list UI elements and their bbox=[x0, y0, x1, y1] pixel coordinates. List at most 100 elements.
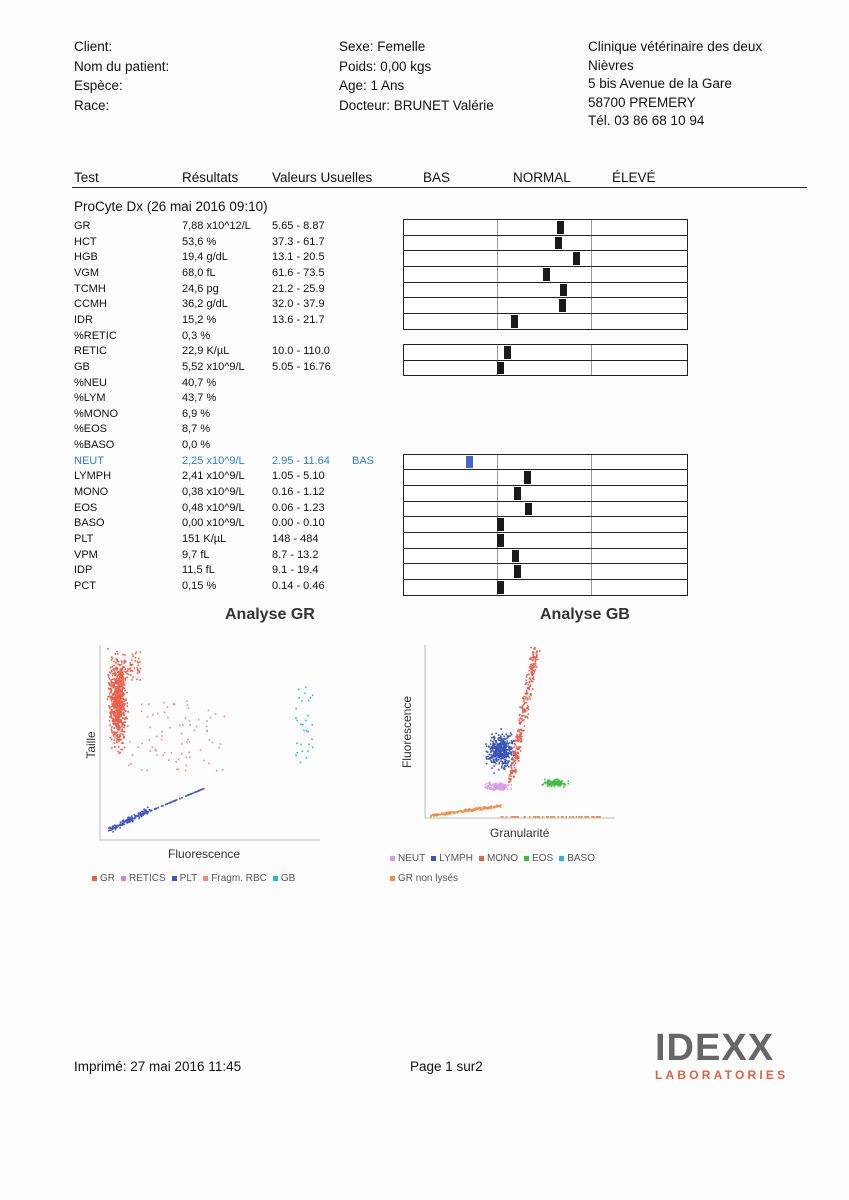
column-header: Test bbox=[74, 170, 99, 185]
cell: %RETIC bbox=[74, 329, 117, 342]
legend-entry: LYMPH bbox=[439, 853, 473, 864]
result-marker bbox=[504, 346, 511, 359]
cell: NEUT bbox=[74, 454, 104, 467]
cell: %LYM bbox=[74, 392, 106, 405]
range-bar bbox=[403, 312, 688, 330]
clinic-line: Nièvres bbox=[588, 57, 634, 73]
legend-entry: GR non lysés bbox=[398, 873, 459, 884]
cell: 9.1 - 19.4 bbox=[272, 564, 319, 577]
legend-swatch bbox=[92, 876, 97, 881]
cell: 0,0 % bbox=[182, 439, 211, 452]
animal-field: Docteur: BRUNET Valérie bbox=[339, 97, 494, 113]
cell: 61.6 - 73.5 bbox=[272, 266, 325, 279]
legend-swatch bbox=[171, 876, 177, 881]
cell: HGB bbox=[74, 251, 98, 264]
range-bar bbox=[403, 516, 688, 533]
page-number: Page 1 sur2 bbox=[410, 1059, 483, 1074]
result-marker bbox=[573, 252, 580, 265]
cell: 13.1 - 20.5 bbox=[272, 251, 325, 264]
result-marker bbox=[511, 314, 518, 328]
cell: 2.95 - 11.64 bbox=[272, 454, 330, 467]
animal-field: Poids: 0,00 kgs bbox=[339, 58, 432, 74]
range-bar bbox=[403, 547, 688, 565]
cell: 5.65 - 8.87 bbox=[272, 220, 325, 232]
cell: 9,7 fL bbox=[182, 548, 210, 561]
cell: 6,9 % bbox=[182, 407, 211, 420]
range-bar bbox=[403, 469, 688, 487]
cell: GR bbox=[74, 220, 91, 232]
legend-swatch bbox=[203, 876, 209, 881]
clinic-line: Tél. 03 86 68 10 94 bbox=[588, 113, 705, 128]
cell: LYMPH bbox=[74, 470, 112, 483]
legend-swatch bbox=[390, 876, 395, 881]
legend-entry: Fragm. RBC bbox=[211, 873, 267, 884]
column-header: ÉLEVÉ bbox=[612, 170, 656, 185]
logo: IDEXX bbox=[655, 1027, 775, 1069]
patient-field: Race: bbox=[74, 97, 110, 113]
cell: 0,38 x10^9/L bbox=[182, 486, 245, 499]
x-axis-label: Fluorescence bbox=[168, 847, 241, 861]
range-bar bbox=[403, 500, 688, 518]
cell: 21.2 - 25.9 bbox=[272, 282, 325, 295]
cell: 0.06 - 1.23 bbox=[272, 501, 325, 514]
printed-date: Imprimé: 27 mai 2016 11:45 bbox=[74, 1059, 242, 1074]
cell: 10.0 - 110.0 bbox=[272, 345, 330, 358]
legend-swatch bbox=[390, 856, 395, 861]
cell: 8.7 - 13.2 bbox=[272, 548, 319, 561]
cell: 32.0 - 37.9 bbox=[272, 298, 325, 311]
range-bar bbox=[403, 219, 688, 236]
cell: EOS bbox=[74, 501, 98, 514]
logo-sub: LABORATORIES bbox=[655, 1068, 789, 1082]
patient-field: Client: bbox=[74, 39, 113, 54]
cell: 7,88 x10^12/L bbox=[182, 220, 251, 232]
legend-entry: EOS bbox=[532, 853, 554, 864]
cell: RETIC bbox=[74, 345, 107, 358]
cell: 0.16 - 1.12 bbox=[272, 486, 325, 499]
result-marker bbox=[525, 502, 532, 516]
range-bar bbox=[403, 532, 688, 549]
range-bar bbox=[403, 485, 688, 502]
range-bar bbox=[403, 265, 688, 283]
cell: 1.05 - 5.10 bbox=[272, 470, 325, 483]
section-title: ProCyte Dx (26 mai 2016 09:10) bbox=[74, 199, 268, 214]
result-marker bbox=[497, 361, 504, 375]
cell: IDP bbox=[74, 564, 93, 577]
cell: 36,2 g/dL bbox=[182, 298, 228, 311]
column-header: NORMAL bbox=[513, 170, 571, 185]
legend-swatch bbox=[478, 856, 484, 861]
cell: CCMH bbox=[74, 298, 107, 311]
cell: VPM bbox=[74, 548, 98, 561]
cell: 0,3 % bbox=[182, 329, 211, 342]
result-marker bbox=[497, 534, 504, 547]
patient-field: Nom du patient: bbox=[74, 58, 170, 74]
result-marker bbox=[555, 236, 562, 250]
header-rule bbox=[72, 187, 807, 188]
cell: PCT bbox=[74, 579, 96, 592]
result-marker bbox=[560, 283, 567, 297]
cell: GB bbox=[74, 360, 90, 373]
cell: 2,25 x10^9/L bbox=[182, 454, 245, 467]
cell: 148 - 484 bbox=[272, 533, 319, 545]
clinic-line: Clinique vétérinaire des deux bbox=[588, 39, 763, 54]
cell: 13.6 - 21.7 bbox=[272, 313, 325, 326]
legend-entry: GB bbox=[280, 873, 296, 884]
cell: TCMH bbox=[74, 282, 106, 295]
cell: 22,9 K/µL bbox=[182, 345, 230, 358]
legend-swatch bbox=[272, 876, 278, 881]
cell: 0,15 % bbox=[182, 579, 217, 592]
cell: %MONO bbox=[74, 407, 118, 420]
scatter-plot bbox=[99, 645, 320, 841]
range-bar bbox=[403, 234, 688, 252]
range-bar bbox=[403, 344, 688, 361]
result-marker bbox=[557, 221, 564, 234]
animal-field: Sexe: Femelle bbox=[339, 39, 426, 54]
legend-swatch bbox=[524, 856, 530, 861]
cell: 0,00 x10^9/L bbox=[182, 517, 245, 530]
legend-entry: MONO bbox=[486, 853, 519, 864]
cell: MONO bbox=[74, 486, 109, 499]
cell: 19,4 g/dL bbox=[182, 251, 228, 264]
cell: 151 K/µL bbox=[182, 533, 227, 545]
range-bar bbox=[403, 297, 688, 314]
cell: 24,6 pg bbox=[182, 282, 219, 295]
result-marker bbox=[524, 471, 531, 485]
